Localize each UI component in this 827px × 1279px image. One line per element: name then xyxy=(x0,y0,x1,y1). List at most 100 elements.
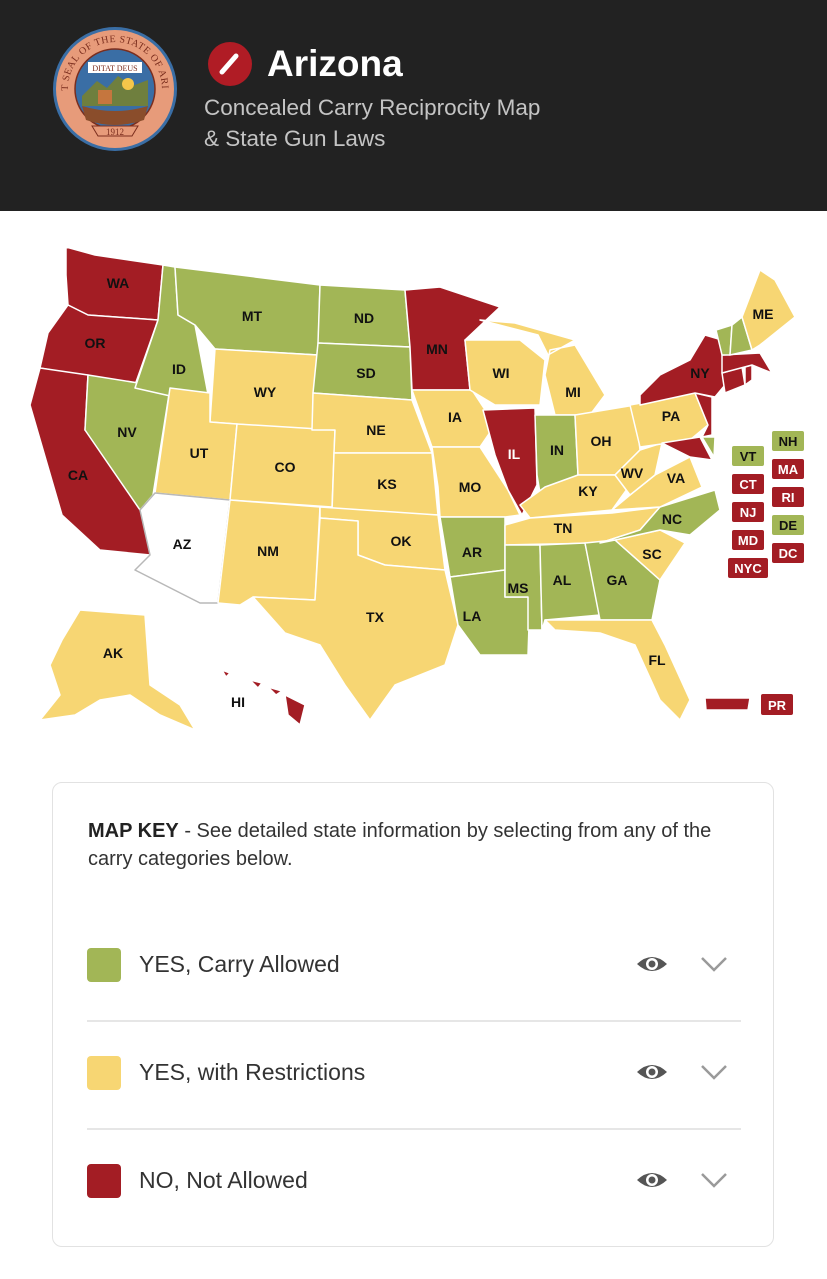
label-ID: ID xyxy=(172,361,186,377)
label-CO: CO xyxy=(275,459,296,475)
badge-VT-label: VT xyxy=(740,449,757,464)
label-KS: KS xyxy=(377,476,396,492)
badge-NYC[interactable] xyxy=(728,558,768,578)
chevron-down-icon[interactable] xyxy=(699,1060,729,1084)
key-label-restricted: YES, with Restrictions xyxy=(139,1059,366,1085)
label-VA: VA xyxy=(667,470,685,486)
key-label-yes: YES, Carry Allowed xyxy=(139,951,340,977)
subtitle-line-1: Concealed Carry Reciprocity Map xyxy=(204,95,541,120)
badge-NYC-label: NYC xyxy=(734,561,762,576)
state-ME[interactable] xyxy=(741,269,796,351)
label-WI: WI xyxy=(492,365,509,381)
badge-CT[interactable] xyxy=(732,474,764,494)
state-AK[interactable] xyxy=(39,609,196,731)
key-row-restricted[interactable]: YES, with Restrictions xyxy=(87,1022,741,1130)
state-MA[interactable] xyxy=(721,352,773,374)
subtitle-line-2: & State Gun Laws xyxy=(204,126,386,151)
divider xyxy=(87,1128,741,1130)
state-MO[interactable] xyxy=(431,446,521,518)
swatch-restricted xyxy=(87,1056,121,1090)
label-NE: NE xyxy=(366,422,385,438)
edit-icon[interactable] xyxy=(208,42,252,86)
label-LA: LA xyxy=(463,608,482,624)
badge-NH-label: NH xyxy=(779,434,798,449)
label-OK: OK xyxy=(391,533,412,549)
label-ND: ND xyxy=(354,310,374,326)
key-label-no: NO, Not Allowed xyxy=(139,1167,308,1193)
label-WA: WA xyxy=(107,275,130,291)
eye-icon[interactable] xyxy=(635,952,669,976)
state-NY[interactable] xyxy=(639,334,726,406)
state-WV[interactable] xyxy=(614,442,663,496)
badge-RI-label: RI xyxy=(782,490,795,505)
key-row-yes[interactable]: YES, Carry Allowed xyxy=(87,914,741,1022)
badge-PR-label: PR xyxy=(768,698,787,713)
badge-NJ-label: NJ xyxy=(740,505,757,520)
label-MN: MN xyxy=(426,341,448,357)
label-GA: GA xyxy=(607,572,628,588)
badge-MA[interactable] xyxy=(772,459,804,479)
header: GREAT SEAL OF THE STATE OF ARIZONA DITAT… xyxy=(0,0,827,211)
badge-MD[interactable] xyxy=(732,530,764,550)
badge-NJ[interactable] xyxy=(732,502,764,522)
swatch-yes xyxy=(87,948,121,982)
state-IA[interactable] xyxy=(411,389,496,448)
label-SD: SD xyxy=(356,365,375,381)
swatch-no xyxy=(87,1164,121,1198)
label-WY: WY xyxy=(254,384,277,400)
label-AK: AK xyxy=(103,645,123,661)
label-HI: HI xyxy=(231,694,245,710)
state-DE[interactable] xyxy=(701,436,716,458)
page-subtitle: Concealed Carry Reciprocity Map & State … xyxy=(204,92,624,154)
badge-DC[interactable] xyxy=(772,543,804,563)
chevron-down-icon[interactable] xyxy=(699,1168,729,1192)
label-IN: IN xyxy=(550,442,564,458)
chevron-down-icon[interactable] xyxy=(699,952,729,976)
state-TX[interactable] xyxy=(252,517,459,721)
state-RI[interactable] xyxy=(744,364,753,386)
map-key-card: MAP KEY - See detailed state information… xyxy=(52,782,774,1247)
badge-DE-label: DE xyxy=(779,518,797,533)
state-WI[interactable] xyxy=(464,339,546,406)
eye-icon[interactable] xyxy=(635,1060,669,1084)
badge-DC-label: DC xyxy=(779,546,798,561)
key-row-no[interactable]: NO, Not Allowed xyxy=(87,1130,741,1238)
label-NC: NC xyxy=(662,511,682,527)
state-AL[interactable] xyxy=(539,542,601,631)
state-MD[interactable] xyxy=(661,436,713,461)
badge-RI[interactable] xyxy=(772,487,804,507)
label-SC: SC xyxy=(642,546,661,562)
divider xyxy=(87,1020,741,1022)
label-MI: MI xyxy=(565,384,581,400)
badge-PR[interactable] xyxy=(761,694,793,715)
badge-DE[interactable] xyxy=(772,515,804,535)
label-NV: NV xyxy=(117,424,137,440)
label-TX: TX xyxy=(366,609,385,625)
label-FL: FL xyxy=(648,652,666,668)
label-ME: ME xyxy=(753,306,774,322)
label-WV: WV xyxy=(621,465,644,481)
svg-text:1912: 1912 xyxy=(106,127,124,137)
label-PA: PA xyxy=(662,408,680,424)
svg-text:DITAT DEUS: DITAT DEUS xyxy=(92,64,137,73)
eye-icon[interactable] xyxy=(635,1168,669,1192)
map-key-description: MAP KEY - See detailed state information… xyxy=(88,817,748,873)
label-NY: NY xyxy=(690,365,710,381)
state-FL[interactable] xyxy=(544,619,691,721)
label-MS: MS xyxy=(508,580,529,596)
state-HI[interactable] xyxy=(221,669,306,726)
label-MT: MT xyxy=(242,308,263,324)
badge-NH[interactable] xyxy=(772,431,804,451)
badge-CT-label: CT xyxy=(739,477,756,492)
label-KY: KY xyxy=(578,483,598,499)
label-IA: IA xyxy=(448,409,462,425)
state-NC[interactable] xyxy=(599,489,721,544)
state-PR[interactable] xyxy=(704,697,751,711)
badge-MD-label: MD xyxy=(738,533,758,548)
badge-VT[interactable] xyxy=(732,446,764,466)
state-IL[interactable] xyxy=(482,407,538,516)
reciprocity-map: WA OR CA NV ID MT WY UT AZ CO NM ND SD N… xyxy=(29,246,804,731)
label-TN: TN xyxy=(554,520,573,536)
label-AR: AR xyxy=(462,544,482,560)
label-MO: MO xyxy=(459,479,482,495)
